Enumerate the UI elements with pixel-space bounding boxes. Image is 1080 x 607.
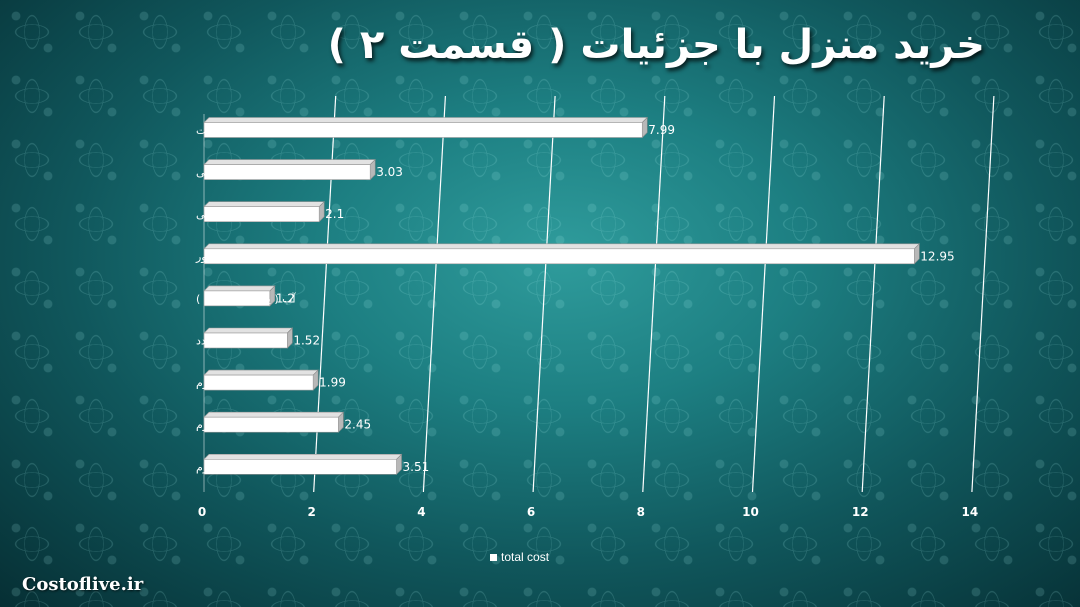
- category-label: ماءالشعیر وارداتی: [196, 166, 279, 179]
- bar-top-face: [203, 159, 376, 165]
- category-label: پیاز یک کیلوگرم: [196, 377, 267, 390]
- data-label: 2.45: [344, 418, 371, 432]
- data-label: 1.52: [293, 334, 320, 348]
- category-label: سیب زمینی یک کیلوگرم: [196, 419, 306, 432]
- bar-top-face: [203, 117, 648, 123]
- bar-top-face: [203, 411, 345, 418]
- x-tick-label: 10: [742, 505, 759, 519]
- bar: [203, 206, 320, 222]
- bar-group: [203, 369, 319, 391]
- gridline: [422, 95, 446, 493]
- bar-group: [203, 116, 648, 139]
- bar: [203, 164, 371, 180]
- bar-group: [203, 285, 276, 307]
- bar: [203, 374, 314, 391]
- bar-top-face: [203, 327, 294, 334]
- bar-top-face: [203, 453, 403, 460]
- gridline: [751, 95, 776, 493]
- bar: [203, 332, 288, 349]
- x-tick-label: 12: [852, 505, 869, 519]
- bar-group: [203, 327, 294, 349]
- bar-top-face: [203, 243, 921, 250]
- category-label: آب ( یک و نیم لیتری ): [196, 291, 297, 305]
- data-label: 2.1: [325, 207, 344, 221]
- category-label: کاهو یک عدد: [196, 335, 254, 348]
- bar-top-face: [203, 201, 325, 207]
- bar: [203, 122, 643, 138]
- bar-group: [203, 200, 325, 223]
- data-label: 1.2: [276, 291, 295, 305]
- data-label: 7.99: [648, 123, 675, 137]
- legend-label: total cost: [501, 550, 550, 564]
- category-label: نوشیدنی انگور: [195, 250, 262, 263]
- gridline: [971, 95, 995, 493]
- bar: [203, 416, 339, 433]
- data-label: 3.03: [376, 165, 403, 179]
- x-tick-label: 14: [962, 505, 979, 519]
- bar-group: [203, 158, 376, 181]
- bar: [203, 248, 915, 265]
- gridline: [313, 95, 337, 493]
- bar-group: [203, 243, 921, 265]
- bar-group: [203, 411, 345, 433]
- bar: [203, 458, 397, 475]
- page-title: خرید منزل با جزئیات ( قسمت ۲ ): [327, 22, 985, 68]
- x-tick-label: 6: [527, 505, 535, 519]
- bar-top-face: [203, 369, 319, 376]
- data-label: 12.95: [920, 249, 954, 263]
- legend-swatch: [490, 553, 497, 561]
- x-tick-label: 8: [637, 505, 645, 519]
- bar: [203, 290, 271, 307]
- gridline: [861, 95, 885, 493]
- category-label: گوجه فرنگی یک کیلوگرم: [196, 461, 309, 474]
- brand-watermark: Costoflive.ir: [22, 574, 144, 595]
- data-label: 1.99: [319, 376, 346, 390]
- x-tick-label: 4: [417, 505, 425, 519]
- x-tick-label: 2: [308, 505, 316, 519]
- category-label: ماءالشعیر داخلی: [196, 208, 273, 221]
- bar-top-face: [203, 285, 276, 292]
- gridline: [532, 95, 556, 493]
- gridline: [642, 95, 666, 493]
- x-tick-label: 0: [198, 505, 206, 519]
- chart-legend: total cost: [490, 550, 549, 564]
- bar-group: [203, 453, 403, 476]
- category-label: سیگار مارلبرو یک پاکت: [196, 124, 302, 137]
- data-label: 3.51: [403, 460, 430, 474]
